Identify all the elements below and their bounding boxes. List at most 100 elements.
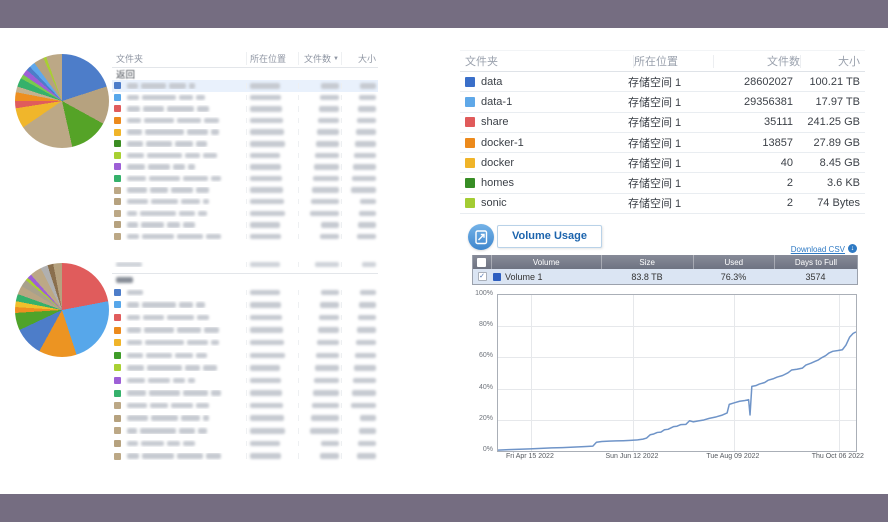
- blurred-text: [310, 428, 339, 434]
- table-row[interactable]: [112, 219, 378, 231]
- blurred-count: [298, 402, 341, 409]
- table-row[interactable]: [112, 138, 378, 150]
- table-row[interactable]: [112, 399, 378, 412]
- blurred-text: [141, 83, 166, 89]
- usage-line: [498, 295, 856, 451]
- table-row[interactable]: [112, 80, 378, 92]
- table-row[interactable]: [112, 425, 378, 438]
- blurred-text: [360, 415, 376, 421]
- select-all-cell[interactable]: [473, 255, 491, 269]
- x-axis-label: Thu Oct 06 2022: [811, 453, 864, 460]
- select-all-checkbox[interactable]: [477, 257, 487, 267]
- blurred-size: [341, 117, 378, 124]
- table-row[interactable]: [112, 311, 378, 324]
- download-csv-link[interactable]: Download CSV: [790, 245, 845, 254]
- table-row[interactable]: [112, 231, 378, 243]
- blurred-text: [127, 141, 143, 147]
- header-volume[interactable]: Volume: [490, 255, 601, 269]
- header-location[interactable]: 所在位置: [246, 52, 298, 65]
- table-row[interactable]: [112, 374, 378, 387]
- blurred-text: [250, 440, 280, 447]
- blurred-text: [127, 129, 142, 135]
- blurred-text: [141, 440, 164, 447]
- table-row[interactable]: docker 存储空间 1 40 8.45 GB: [460, 153, 865, 174]
- folder-color-chip: [114, 82, 121, 90]
- blurred-text: [203, 365, 217, 371]
- folder-list-top-body: [112, 80, 378, 242]
- blurred-text: [312, 187, 339, 193]
- header-size[interactable]: 大小: [800, 54, 865, 68]
- folder-name: data-1: [481, 95, 513, 108]
- download-csv-icon[interactable]: ↓: [848, 244, 857, 253]
- table-row[interactable]: [112, 299, 378, 312]
- header-location-blurred[interactable]: [246, 261, 298, 268]
- table-row[interactable]: data 存储空间 1 28602027 100.21 TB: [460, 72, 865, 93]
- blurred-text: [320, 453, 339, 459]
- volume-row[interactable]: ✓ Volume 1 83.8 TB 76.3% 3574: [473, 269, 857, 284]
- blurred-count: [298, 289, 341, 296]
- volume-checkbox[interactable]: ✓: [477, 272, 487, 281]
- blurred-text: [317, 129, 339, 135]
- table-row[interactable]: [112, 387, 378, 400]
- table-row[interactable]: [112, 126, 378, 138]
- blurred-text: [206, 233, 221, 240]
- blurred-folder-name: [112, 339, 246, 347]
- blurred-text: [145, 129, 184, 135]
- folder-name: homes: [481, 177, 515, 190]
- blurred-text: [127, 289, 143, 296]
- header-days-to-full[interactable]: Days to Full: [773, 255, 857, 269]
- back-link-blurred[interactable]: [112, 274, 378, 286]
- folders-table-header: 文件夹 所在位置 文件数 大小: [460, 50, 865, 72]
- header-volume-size[interactable]: Size: [600, 255, 693, 269]
- blurred-text: [187, 129, 208, 135]
- volume-name: Volume 1: [505, 271, 543, 282]
- table-row[interactable]: homes 存储空间 1 2 3.6 KB: [460, 173, 865, 194]
- table-row[interactable]: [112, 324, 378, 337]
- table-row[interactable]: [112, 115, 378, 127]
- blurred-count: [298, 352, 341, 359]
- header-count[interactable]: 文件数: [713, 54, 800, 68]
- back-link[interactable]: 返回: [116, 70, 136, 81]
- table-row[interactable]: [112, 349, 378, 362]
- blurred-folder-name: [112, 389, 246, 397]
- folder-color-chip: [465, 157, 475, 168]
- header-size-blurred[interactable]: [341, 261, 378, 268]
- blurred-text: [357, 327, 376, 333]
- header-count-blurred[interactable]: [298, 261, 341, 268]
- table-row[interactable]: [112, 196, 378, 208]
- header-folder-blurred[interactable]: [112, 261, 246, 268]
- blurred-text: [313, 175, 339, 182]
- blurred-text: [183, 440, 195, 447]
- table-row[interactable]: [112, 450, 378, 463]
- table-row[interactable]: share 存储空间 1 35111 241.25 GB: [460, 113, 865, 133]
- table-row[interactable]: [112, 286, 378, 299]
- table-row[interactable]: [112, 150, 378, 162]
- table-row[interactable]: [112, 92, 378, 104]
- header-size[interactable]: 大小: [341, 52, 378, 65]
- table-row[interactable]: [112, 362, 378, 375]
- table-row[interactable]: docker-1 存储空间 1 13857 27.89 GB: [460, 133, 865, 154]
- table-row[interactable]: data-1 存储空间 1 29356381 17.97 TB: [460, 92, 865, 113]
- folder-location: 存储空间 1: [628, 178, 682, 191]
- blurred-count: [298, 314, 341, 321]
- header-count[interactable]: 文件数 ▼: [298, 52, 341, 65]
- header-volume-used[interactable]: Used: [692, 255, 774, 269]
- table-row[interactable]: sonic 存储空间 1 2 74 Bytes: [460, 194, 865, 215]
- header-folder[interactable]: 文件夹: [465, 56, 498, 68]
- blurred-text: [127, 198, 148, 205]
- table-row[interactable]: [112, 161, 378, 173]
- header-folder[interactable]: 文件夹: [116, 54, 144, 64]
- blurred-text: [151, 198, 178, 205]
- blurred-text: [173, 377, 185, 384]
- header-location[interactable]: 所在位置: [633, 54, 713, 68]
- table-row[interactable]: [112, 173, 378, 185]
- table-row[interactable]: [112, 103, 378, 115]
- folder-color-chip: [114, 163, 121, 171]
- blurred-text: [359, 428, 376, 434]
- table-row[interactable]: [112, 184, 378, 196]
- table-row[interactable]: [112, 336, 378, 349]
- table-row[interactable]: [112, 412, 378, 425]
- volume-name-cell: Volume 1: [491, 272, 601, 282]
- table-row[interactable]: [112, 208, 378, 220]
- table-row[interactable]: [112, 437, 378, 450]
